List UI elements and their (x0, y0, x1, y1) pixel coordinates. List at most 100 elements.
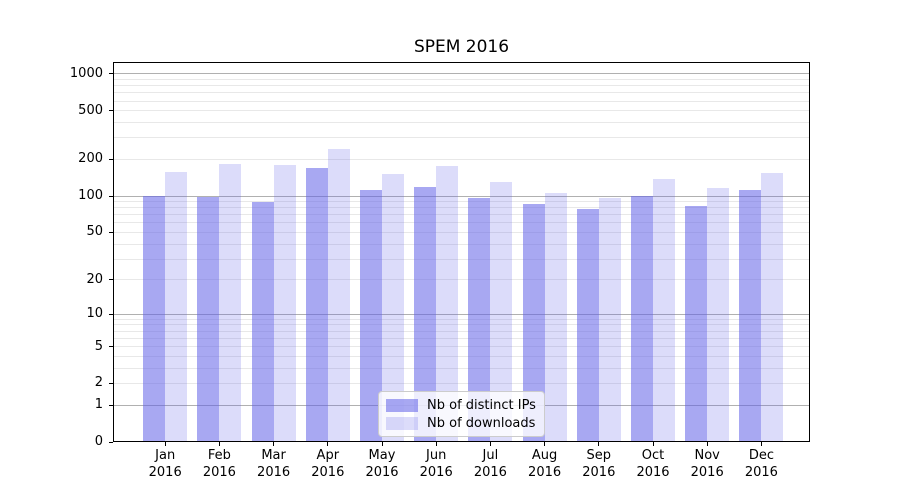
y-tick-label: 0 (94, 434, 103, 449)
bar-sep-downloads (598, 197, 621, 442)
x-tick-mark (544, 442, 546, 446)
bar-may-downloads (382, 174, 404, 442)
minor-gridline (113, 78, 810, 80)
minor-gridline (113, 346, 810, 348)
y-tick-mark (109, 313, 113, 315)
x-tick-mark (652, 442, 654, 446)
bar-jun-ips (414, 187, 437, 442)
x-tick-label: Feb 2016 (202, 448, 236, 480)
minor-gridline (113, 258, 810, 260)
bar-aug-ips (522, 204, 545, 442)
y-tick-label: 5 (94, 338, 103, 354)
bar-aug-downloads (544, 192, 567, 442)
minor-gridline (113, 201, 810, 203)
legend: Nb of distinct IPs Nb of downloads (378, 391, 545, 437)
bar-nov-ips (685, 205, 708, 442)
minor-gridline (113, 92, 810, 94)
y-tick-label: 10 (86, 306, 103, 322)
y-tick-mark (109, 441, 113, 443)
y-tick-label: 50 (86, 224, 103, 240)
minor-gridline (113, 207, 810, 209)
x-tick-label: Jun 2016 (419, 448, 453, 480)
x-tick-label: Sep 2016 (582, 448, 616, 480)
minor-gridline (113, 231, 810, 233)
minor-gridline (113, 85, 810, 87)
x-tick-mark (381, 442, 383, 446)
x-tick-mark (598, 442, 600, 446)
bar-dec-ips (739, 190, 762, 442)
y-tick-mark (109, 158, 113, 160)
legend-entry-ips: Nb of distinct IPs (386, 398, 537, 413)
minor-gridline (113, 137, 810, 139)
bar-nov-downloads (707, 187, 730, 442)
legend-label-ips: Nb of distinct IPs (427, 397, 536, 413)
x-tick-label: Aug 2016 (528, 448, 562, 480)
y-tick-mark (109, 279, 113, 281)
minor-gridline (113, 222, 810, 224)
x-tick-mark (273, 442, 275, 446)
bar-feb-downloads (219, 164, 242, 442)
y-tick-mark (109, 404, 113, 406)
y-tick-label: 500 (78, 102, 103, 118)
x-tick-mark (760, 442, 762, 446)
bar-mar-ips (251, 202, 274, 442)
legend-label-downloads: Nb of downloads (427, 415, 536, 431)
legend-entry-downloads: Nb of downloads (386, 416, 537, 431)
minor-gridline (113, 100, 810, 102)
bar-jan-downloads (165, 171, 188, 442)
y-tick-label: 1000 (69, 65, 103, 81)
y-tick-mark (109, 382, 113, 384)
y-tick-mark (109, 231, 113, 233)
x-tick-mark (164, 442, 166, 446)
bar-sep-ips (576, 209, 599, 442)
bar-oct-downloads (653, 179, 675, 442)
minor-gridline (113, 337, 810, 339)
minor-gridline (113, 279, 810, 281)
x-tick-label: May 2016 (365, 448, 399, 480)
bar-jul-ips (468, 198, 491, 442)
x-tick-label: Oct 2016 (636, 448, 670, 480)
bar-jun-downloads (436, 165, 459, 442)
minor-gridline (113, 110, 810, 112)
bar-jan-ips (143, 196, 166, 442)
major-gridline (113, 73, 810, 75)
x-tick-label: Jul 2016 (473, 448, 507, 480)
minor-gridline (113, 318, 810, 320)
bar-mar-downloads (273, 165, 296, 442)
minor-gridline (113, 158, 810, 160)
bar-apr-downloads (327, 148, 350, 442)
x-tick-label: Jan 2016 (148, 448, 182, 480)
major-gridline (113, 313, 810, 315)
bar-oct-ips (631, 196, 653, 442)
bar-may-ips (360, 190, 382, 442)
minor-gridline (113, 243, 810, 245)
x-tick-label: Apr 2016 (311, 448, 345, 480)
minor-gridline (113, 324, 810, 326)
minor-gridline (113, 214, 810, 216)
y-tick-label: 20 (86, 271, 103, 287)
minor-gridline (113, 382, 810, 384)
y-tick-mark (109, 110, 113, 112)
bar-jul-downloads (490, 181, 513, 442)
chart-title: SPEM 2016 (413, 37, 510, 57)
y-tick-mark (109, 346, 113, 348)
x-tick-mark (218, 442, 220, 446)
x-tick-label: Nov 2016 (690, 448, 724, 480)
major-gridline (113, 195, 810, 197)
x-tick-mark (327, 442, 329, 446)
y-tick-label: 100 (78, 188, 103, 204)
x-tick-mark (706, 442, 708, 446)
y-tick-mark (109, 73, 113, 75)
minor-gridline (113, 330, 810, 332)
x-tick-label: Dec 2016 (744, 448, 778, 480)
minor-gridline (113, 367, 810, 369)
y-tick-label: 200 (78, 151, 103, 167)
x-tick-label: Mar 2016 (257, 448, 291, 480)
x-tick-mark (435, 442, 437, 446)
y-tick-mark (109, 195, 113, 197)
bar-feb-ips (197, 197, 220, 442)
minor-gridline (113, 122, 810, 124)
bar-apr-ips (305, 167, 328, 442)
y-tick-label: 1 (94, 397, 103, 413)
